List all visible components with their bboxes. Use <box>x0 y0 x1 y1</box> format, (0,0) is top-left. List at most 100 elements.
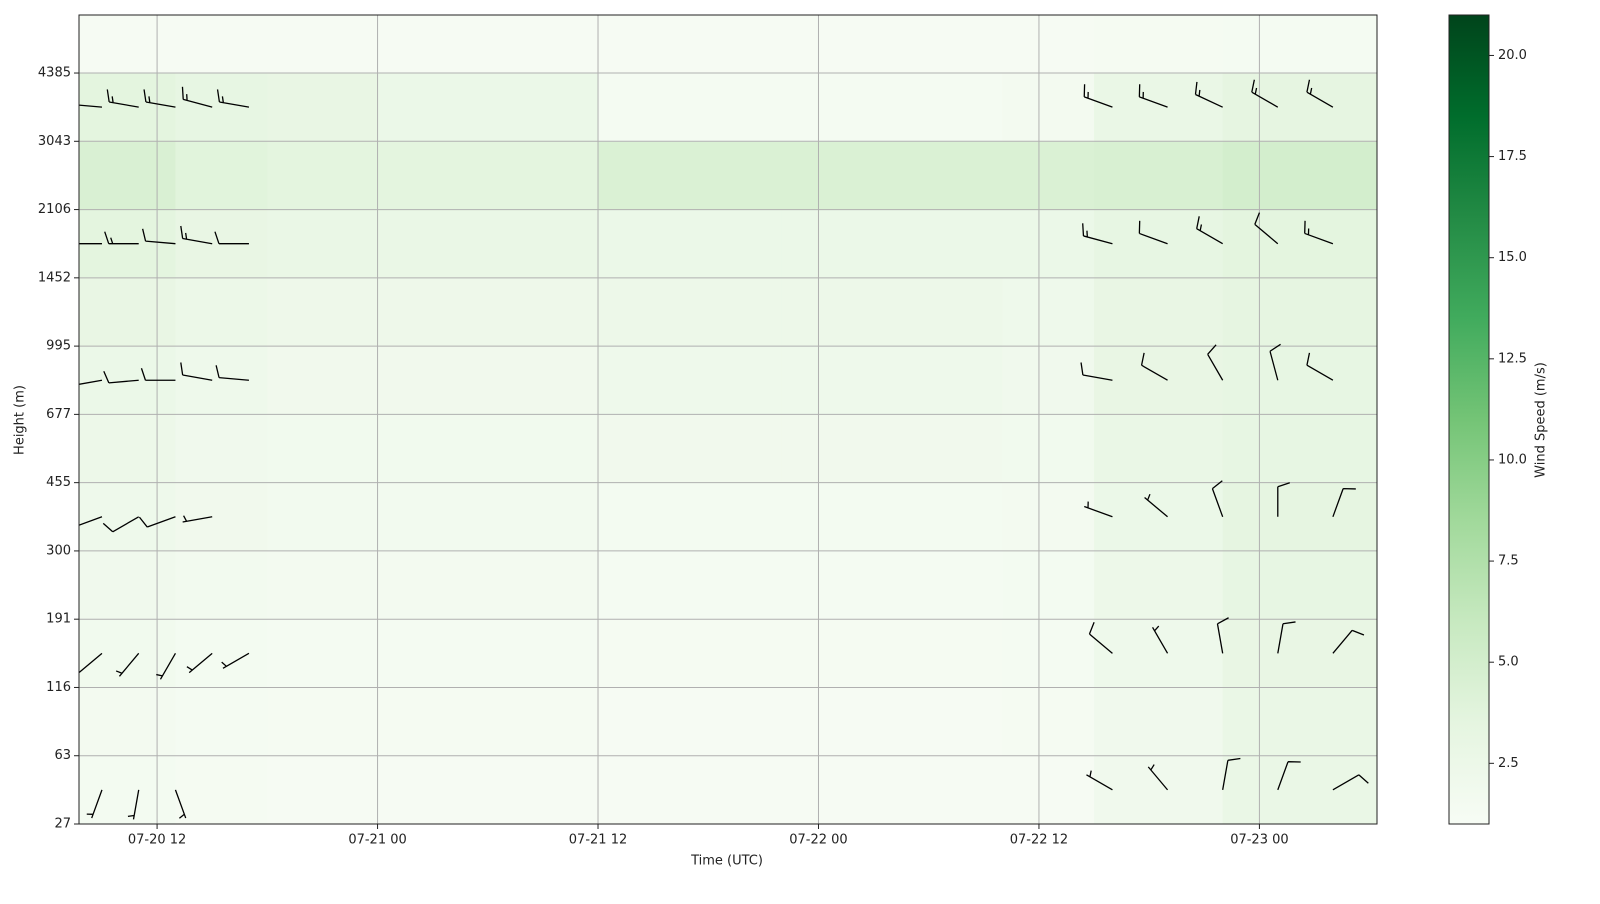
heat-cell <box>79 73 176 142</box>
heat-cell <box>598 687 673 757</box>
wind-barb <box>1088 622 1113 654</box>
wind-barb <box>138 516 176 528</box>
heat-cell <box>891 414 1003 484</box>
heat-cell <box>267 209 379 279</box>
heat-cell <box>487 277 599 347</box>
heat-cell <box>487 73 599 142</box>
colorbar-tick-label: 10.0 <box>1498 452 1527 467</box>
heat-cell <box>267 687 379 757</box>
heat-cell <box>1222 15 1377 74</box>
heat-cell <box>598 73 673 142</box>
heat-cell <box>175 141 268 211</box>
wind-barb <box>140 368 176 381</box>
heat-cell <box>79 414 176 484</box>
heat-cell <box>175 550 268 620</box>
wind-barb <box>1080 362 1113 381</box>
heat-cell <box>781 209 893 279</box>
heat-cell <box>1222 346 1377 415</box>
x-tick-label: 07-22 12 <box>1010 833 1068 848</box>
wind-barb <box>79 104 103 108</box>
y-tick-label: 1452 <box>38 270 71 285</box>
wind-barb <box>1277 482 1290 517</box>
heat-cell <box>79 687 176 757</box>
heat-cell <box>598 141 673 211</box>
heat-cell <box>175 755 268 824</box>
heat-cell <box>487 346 599 415</box>
heat-cell <box>267 73 379 142</box>
y-tick-label: 455 <box>46 475 71 490</box>
wind-barb <box>1084 501 1113 518</box>
heat-cell <box>487 619 599 688</box>
wind-barb <box>1151 625 1169 654</box>
y-tick-label: 27 <box>54 817 71 832</box>
heat-cell <box>79 619 176 688</box>
wind-barb <box>86 789 103 819</box>
heat-cell <box>1222 277 1377 347</box>
heat-cell <box>671 687 783 757</box>
heat-cell <box>377 619 489 688</box>
wind-barb <box>1144 493 1168 518</box>
wind-barb <box>1083 84 1113 108</box>
heat-cell <box>1222 209 1377 279</box>
colorbar-tick-label: 2.5 <box>1498 756 1519 771</box>
colorbar-tick-label: 17.5 <box>1498 149 1527 164</box>
heat-cell <box>671 141 783 211</box>
heat-cell <box>1094 687 1224 757</box>
heat-cell <box>79 277 176 347</box>
heat-cell <box>175 15 268 74</box>
heat-cell <box>79 550 176 620</box>
heat-cell <box>598 414 673 484</box>
wind-barb <box>214 231 249 245</box>
heat-cell <box>891 482 1003 552</box>
wind-barb <box>1277 621 1296 654</box>
heat-cell <box>781 687 893 757</box>
wind-barb <box>115 652 140 677</box>
heat-cell <box>1222 619 1377 688</box>
heat-cell <box>487 550 599 620</box>
colorbar-tick-label: 12.5 <box>1498 351 1527 366</box>
heat-cell <box>671 209 783 279</box>
heat-cell <box>487 482 599 552</box>
heat-cell <box>781 277 893 347</box>
heat-cell <box>1094 277 1224 347</box>
heat-cell <box>891 550 1003 620</box>
heat-cell <box>1222 482 1377 552</box>
wind-barb <box>79 379 103 385</box>
y-tick-label: 63 <box>54 748 71 763</box>
heat-cell <box>1094 482 1224 552</box>
wind-barb <box>1207 344 1224 381</box>
heat-cell <box>175 482 268 552</box>
heat-cell <box>79 141 176 211</box>
heat-cell <box>891 346 1003 415</box>
heat-cell <box>891 141 1003 211</box>
y-tick-label: 677 <box>46 407 71 422</box>
x-tick-label: 07-20 12 <box>128 833 186 848</box>
heat-cell <box>175 619 268 688</box>
heat-cell <box>377 414 489 484</box>
heat-cell <box>598 755 673 824</box>
heat-cell <box>1222 141 1377 211</box>
wind-barb <box>186 652 213 674</box>
heat-cell <box>79 482 176 552</box>
heat-cell <box>891 15 1003 74</box>
heat-cell <box>671 482 783 552</box>
heat-cell <box>781 414 893 484</box>
wind-barbs <box>79 79 1369 820</box>
wind-barb <box>79 243 102 245</box>
heat-cell <box>377 482 489 552</box>
wind-barb <box>127 789 140 820</box>
wind-barb <box>79 516 103 526</box>
y-tick-label: 995 <box>46 339 71 354</box>
x-axis-label: Time (UTC) <box>690 854 763 869</box>
wind-barb <box>1086 770 1113 791</box>
wind-barb <box>1332 629 1365 654</box>
heat-cell <box>1002 550 1095 620</box>
heat-cell <box>671 15 783 74</box>
heat-cell <box>377 755 489 824</box>
heat-cell <box>1094 550 1224 620</box>
heat-cell <box>487 687 599 757</box>
heat-cell <box>891 73 1003 142</box>
heat-cell <box>598 277 673 347</box>
colorbar-tick-label: 5.0 <box>1498 655 1519 670</box>
heat-cell <box>1002 277 1095 347</box>
